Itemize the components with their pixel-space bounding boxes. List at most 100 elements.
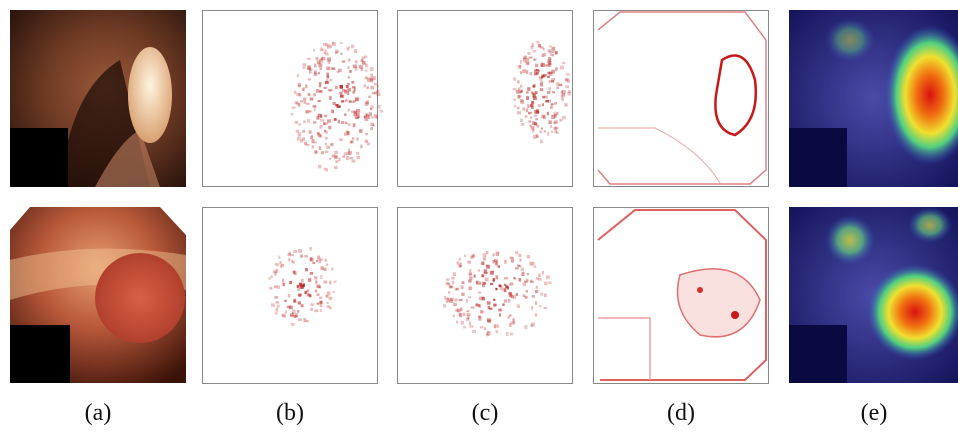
saliency-dot: [352, 137, 355, 139]
saliency-dot: [303, 87, 305, 91]
saliency-dot: [366, 143, 370, 146]
saliency-dot: [547, 72, 550, 74]
saliency-dot: [552, 91, 555, 93]
saliency-dot: [538, 274, 540, 278]
saliency-dot: [341, 121, 344, 124]
saliency-dot: [495, 262, 498, 265]
saliency-dot: [508, 299, 510, 303]
saliency-dot: [545, 96, 548, 99]
saliency-dot: [310, 136, 313, 139]
saliency-dot: [511, 259, 514, 262]
saliency-dot: [372, 92, 376, 94]
saliency-dot: [519, 254, 522, 257]
saliency-dot: [344, 113, 346, 115]
saliency-dot: [519, 278, 521, 282]
saliency-dot: [509, 314, 512, 316]
saliency-dot: [367, 86, 369, 88]
saliency-dot: [540, 79, 543, 81]
saliency-dot: [527, 273, 530, 275]
saliency-dot: [476, 281, 479, 285]
image-a1: [10, 10, 186, 187]
saliency-dot: [550, 106, 553, 109]
saliency-dot: [487, 301, 491, 304]
saliency-dot: [539, 77, 543, 79]
saliency-dot: [319, 146, 321, 150]
saliency-dot: [279, 261, 281, 265]
saliency-dot: [347, 91, 349, 95]
saliency-dot: [554, 114, 557, 118]
saliency-dot: [526, 290, 528, 292]
saliency-dot: [307, 289, 309, 292]
saliency-dot: [542, 271, 544, 274]
saliency-dot: [306, 320, 309, 322]
figure: (a) (b) (c) (d) (e): [0, 0, 958, 435]
saliency-dot: [539, 305, 541, 307]
saliency-dot: [327, 292, 331, 296]
saliency-dot: [562, 116, 566, 119]
saliency-dot: [319, 67, 322, 70]
saliency-dot: [316, 57, 319, 61]
saliency-dot: [276, 269, 279, 273]
saliency-dot: [464, 255, 466, 258]
saliency-dot: [556, 131, 559, 134]
saliency-dot: [325, 137, 328, 140]
saliency-dot: [318, 100, 321, 102]
saliency-dot: [538, 104, 541, 107]
panel-label: (a): [85, 400, 112, 426]
saliency-dot: [288, 294, 291, 297]
saliency-dot: [471, 307, 475, 309]
saliency-dot: [531, 323, 535, 327]
saliency-dot: [320, 275, 322, 279]
saliency-dot: [534, 114, 538, 116]
saliency-dot: [297, 74, 299, 77]
saliency-dot: [529, 125, 531, 128]
saliency-dot: [324, 281, 328, 284]
saliency-dot: [488, 306, 490, 309]
saliency-dot: [360, 145, 362, 149]
saliency-dot: [307, 293, 310, 296]
saliency-dot: [335, 160, 338, 162]
saliency-dot: [335, 50, 338, 53]
saliency-dot: [315, 290, 317, 293]
saliency-dot: [482, 274, 484, 277]
saliency-dot: [335, 86, 338, 90]
saliency-dot: [542, 103, 544, 106]
saliency-dot: [370, 127, 373, 130]
saliency-dot: [531, 46, 534, 50]
panel-label: (b): [276, 400, 304, 426]
saliency-b1: [203, 11, 383, 187]
saliency-dot: [364, 116, 366, 119]
saliency-dot: [353, 123, 356, 127]
saliency-dot: [289, 281, 292, 284]
saliency-dot: [484, 269, 487, 272]
saliency-dot: [292, 310, 296, 314]
saliency-dot: [539, 131, 541, 134]
saliency-dot: [536, 109, 539, 113]
saliency-dot: [303, 98, 306, 101]
saliency-dot: [478, 317, 481, 321]
saliency-dot: [356, 109, 360, 112]
saliency-dot: [377, 93, 381, 96]
saliency-dot: [283, 283, 285, 287]
saliency-dot: [331, 110, 334, 114]
saliency-dot: [530, 280, 533, 282]
saliency-dot: [307, 119, 310, 123]
saliency-dot: [533, 84, 536, 88]
saliency-dot: [506, 332, 509, 336]
saliency-dot: [319, 59, 323, 63]
saliency-dot: [297, 287, 300, 291]
saliency-dot: [335, 104, 338, 106]
saliency-dot: [291, 323, 295, 326]
saliency-dot: [347, 83, 349, 85]
saliency-dot: [314, 64, 317, 68]
saliency-dot: [481, 262, 484, 265]
saliency-dot: [297, 310, 299, 313]
saliency-dot: [562, 90, 566, 94]
saliency-dot: [535, 313, 537, 316]
saliency-dot: [298, 301, 301, 304]
saliency-dot: [324, 130, 326, 133]
saliency-dot: [274, 296, 278, 299]
saliency-dot: [508, 316, 510, 319]
saliency-dot: [309, 111, 312, 113]
page: (a) (b) (c) (d) (e) (() => { const data …: [0, 0, 958, 435]
